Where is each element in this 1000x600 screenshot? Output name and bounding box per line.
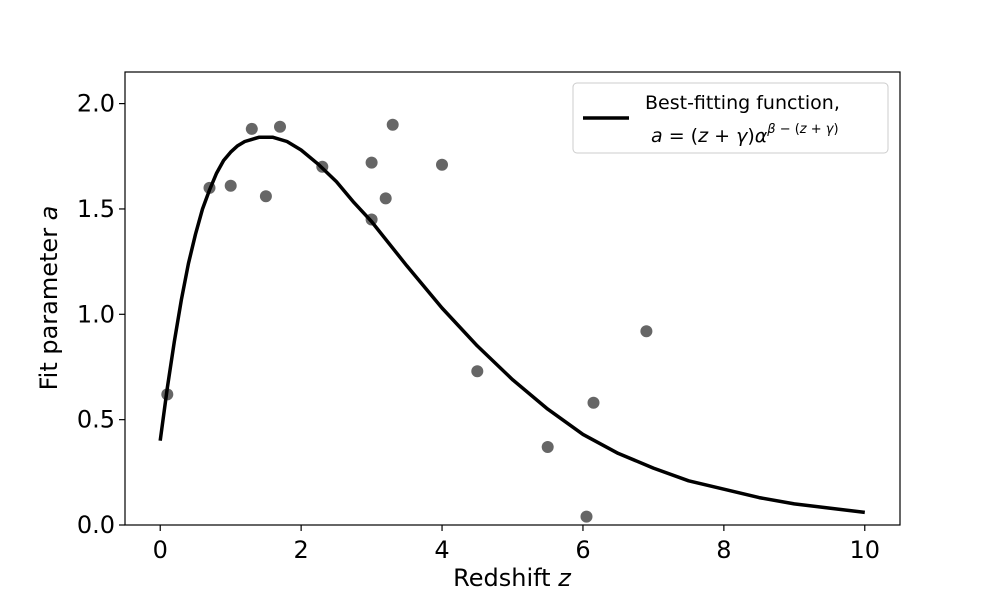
data-point: [379, 192, 392, 205]
x-tick-label: 0: [153, 536, 168, 564]
axis-ticks: 0 2 4 6 8 10 0.0 0.5 1.0 1.5 2.0: [77, 90, 880, 564]
data-point: [587, 396, 600, 409]
data-point: [245, 122, 258, 135]
data-point: [541, 441, 554, 453]
legend: Best-fitting function, a = (z + γ)αβ − (…: [572, 82, 889, 154]
data-point: [640, 325, 653, 338]
x-tick-label: 10: [849, 536, 880, 564]
legend-label: Best-fitting function,: [645, 92, 840, 114]
data-point: [259, 190, 272, 203]
data-point: [274, 120, 286, 133]
y-tick-label: 1.0: [77, 300, 115, 328]
x-tick-label: 8: [716, 536, 731, 564]
data-point: [224, 179, 237, 192]
data-point: [580, 510, 593, 523]
x-tick-label: 6: [575, 536, 590, 564]
x-tick-label: 4: [434, 536, 449, 564]
data-point: [386, 118, 399, 131]
axes-frame: [124, 71, 901, 526]
y-tick-label: 0.0: [77, 511, 115, 539]
data-point: [365, 156, 378, 169]
y-axis-title: Fit parameter a: [35, 206, 63, 391]
data-point: [471, 365, 484, 378]
y-tick-label: 2.0: [77, 90, 115, 118]
y-tick-label: 1.5: [77, 195, 115, 223]
x-tick-label: 2: [293, 536, 308, 564]
x-axis-title: Redshift z: [453, 564, 572, 592]
legend-box: [572, 82, 889, 154]
fit-curve-line: [158, 135, 866, 515]
y-tick-label: 0.5: [77, 406, 115, 434]
plot-area: [124, 71, 901, 526]
data-point: [436, 158, 448, 171]
legend-formula: a = (z + γ)αβ − (z + γ): [651, 122, 839, 147]
